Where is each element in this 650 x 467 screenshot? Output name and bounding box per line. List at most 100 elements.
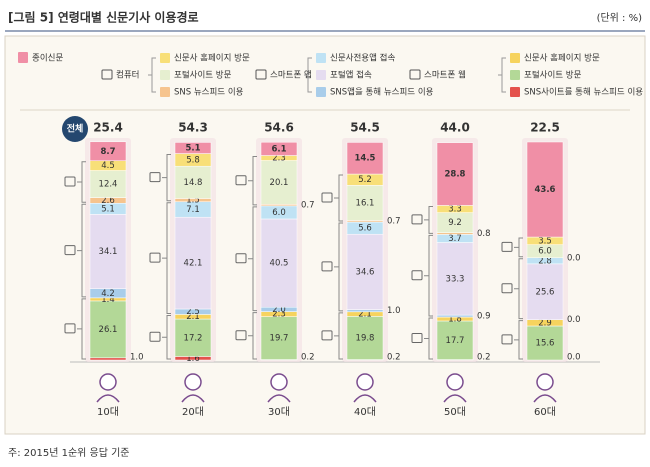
value-label: 0.7 [301,201,315,211]
value-label: 8.7 [100,147,115,157]
bar-segment [89,141,127,161]
legend-label: 포털앱 접속 [330,70,372,81]
legend-swatch [510,70,520,80]
total-label: 54.5 [350,121,380,135]
group-bracket [248,206,257,312]
bar-segment [89,357,127,361]
group-icon [501,283,513,294]
bar-segment [174,142,212,154]
bar-segment [260,141,298,156]
group-icon [255,69,267,80]
group-icon [409,69,421,80]
group-bracket [77,298,86,360]
value-label: 9.2 [448,218,462,228]
group-bracket [514,258,523,320]
legend-bracket [148,57,156,93]
value-label: 0.2 [301,353,315,363]
group-icon [64,245,76,256]
legend-label: 포털사이트 방문 [524,70,582,81]
bar-segment [526,263,564,320]
value-label: 0.0 [567,253,581,263]
group-bracket [162,314,171,360]
group-bracket [77,203,86,298]
value-label: 12.4 [99,180,118,190]
total-label: 54.6 [264,121,294,135]
value-label: 0.2 [387,353,401,363]
value-label: 5.1 [101,204,115,214]
bar-segment [346,316,384,360]
value-label: 0.8 [477,229,491,239]
total-badge-label: 전체 [67,123,84,135]
unit-label: (단위 : %) [597,11,643,24]
group-icon [501,334,513,345]
group-icon [149,331,161,342]
group-icon [101,69,113,80]
person-body [96,394,120,403]
chart-title: [그림 5] 연령대별 신문기사 이용경로 [8,10,199,25]
bar-segment [346,185,384,221]
legend-swatch [316,87,326,97]
value-label: 17.7 [446,336,465,346]
bar-segment [526,325,564,361]
bar-segment [260,160,298,205]
value-label: 15.6 [536,338,555,348]
value-label: 2.3 [272,154,286,164]
value-label: 0.9 [477,312,491,322]
person-head [99,373,117,391]
value-label: 2.0 [272,305,286,315]
total-label: 54.3 [178,121,208,135]
value-label: 5.8 [186,155,200,165]
value-label: 2.5 [186,307,200,317]
value-label: 6.0 [538,247,552,257]
value-label: 2.6 [101,196,115,206]
group-icon [149,172,161,183]
value-label: 33.3 [446,274,465,284]
legend-swatch [160,70,170,80]
legend-swatch [510,53,520,63]
group-bracket [424,205,433,234]
value-label: 28.8 [445,170,466,180]
group-icon [235,330,247,341]
group-bracket [424,234,433,317]
value-label: 43.6 [535,185,556,195]
x-tick-label: 50대 [444,406,466,418]
value-label: 0.7 [387,217,401,227]
legend-label: 포털사이트 방문 [174,70,232,81]
value-label: 1.0 [130,353,144,363]
bar-segment [260,316,298,360]
group-bracket [248,312,257,360]
group-icon [411,270,423,281]
total-badge [62,116,88,142]
x-tick-label: 40대 [354,406,376,418]
value-label: 1.6 [186,354,200,364]
value-label: 1.0 [387,306,401,316]
legend-bracket [304,57,312,93]
group-bracket [514,237,523,258]
person-head [356,373,374,391]
value-label: 34.1 [99,247,118,257]
legend-label: SNS사이트를 통해 뉴스피드 이용 [524,87,643,98]
group-icon [235,175,247,186]
group-bracket [334,312,343,360]
group-icon [411,214,423,225]
total-label: 22.5 [530,121,560,135]
bar-segment [174,216,212,310]
group-bracket [424,317,433,360]
value-label: 42.1 [184,259,203,269]
x-tick-label: 10대 [97,406,119,418]
value-label: 1.5 [186,196,200,206]
legend-bracket [498,57,506,93]
group-icon [501,241,513,252]
group-bracket [334,174,343,222]
value-label: 3.5 [538,236,552,246]
group-icon [64,323,76,334]
value-label: 4.5 [101,161,115,171]
person-body [443,394,467,403]
bar-segment [436,242,474,316]
bar-segment [436,232,474,235]
legend-swatch [316,53,326,63]
bar-segment [346,142,384,175]
value-label: 25.6 [536,287,555,297]
group-icon [321,192,333,203]
person-head [184,373,202,391]
